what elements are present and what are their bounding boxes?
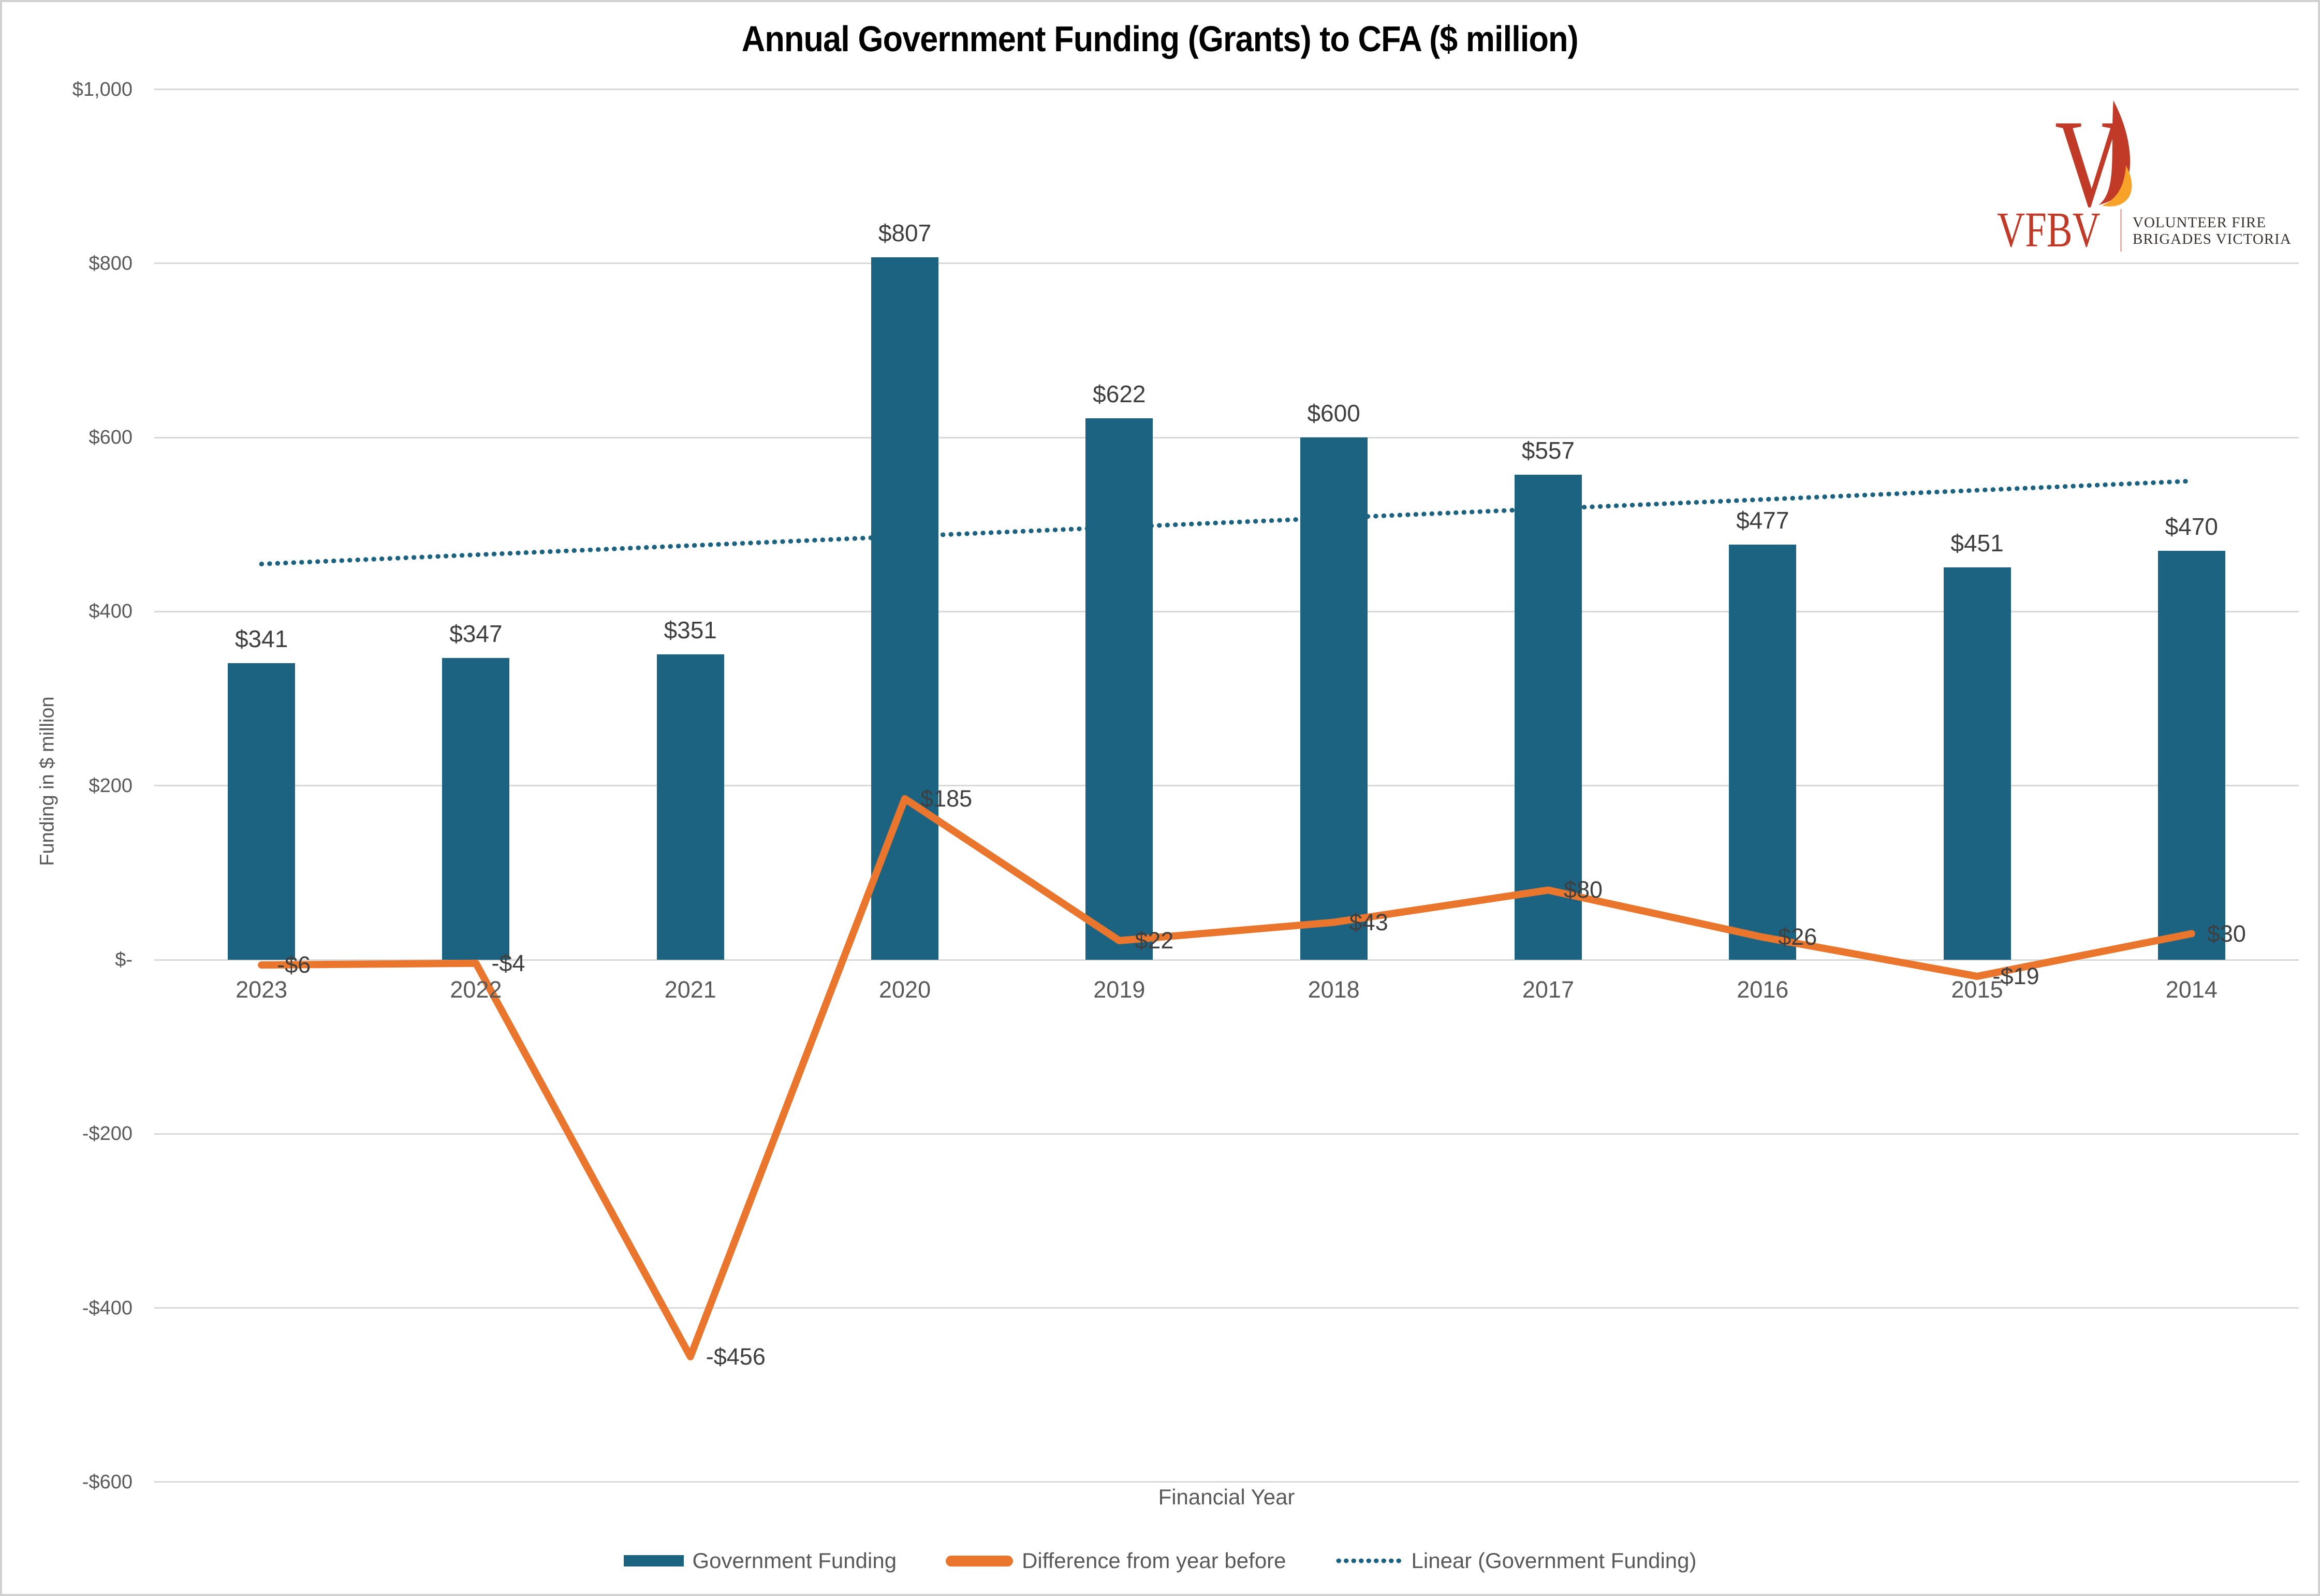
logo-acronym: VFBV [1997, 202, 2101, 257]
bar-value-label: $477 [1736, 506, 1789, 534]
chart-title-text: Annual Government Funding (Grants) to CF… [742, 19, 1579, 59]
funding-bar [442, 657, 510, 960]
chart-title: Annual Government Funding (Grants) to CF… [2, 16, 2318, 62]
legend-dotted-swatch [1336, 1558, 1402, 1563]
bar-value-label: $622 [1093, 380, 1146, 408]
legend-item-trendline: Linear (Government Funding) [1335, 1548, 1697, 1573]
difference-value-label: -$6 [277, 951, 311, 978]
funding-bar [1943, 567, 2011, 960]
bar-value-label: $451 [1950, 529, 2004, 557]
gridline [154, 959, 2299, 961]
y-tick-label: $600 [89, 427, 133, 449]
x-tick-label: 2017 [1522, 976, 1574, 1003]
bar-value-label: $351 [664, 616, 717, 643]
funding-bar [656, 654, 724, 960]
funding-bar [1514, 475, 1582, 960]
gridline [154, 1307, 2299, 1309]
x-tick-label: 2018 [1308, 976, 1360, 1003]
bar-value-label: $807 [878, 219, 932, 247]
y-tick-label: $1,000 [72, 78, 133, 100]
legend-label: Difference from year before [1022, 1548, 1286, 1573]
logo-flame-red [2098, 100, 2131, 205]
bar-value-label: $470 [2165, 513, 2219, 540]
x-tick-label: 2016 [1737, 976, 1789, 1003]
difference-value-label: -$456 [706, 1343, 766, 1370]
gridline [154, 1133, 2299, 1135]
difference-line [258, 795, 2195, 1360]
gridline [154, 436, 2299, 438]
bar-value-label: $557 [1521, 437, 1575, 464]
legend-line-swatch [946, 1555, 1014, 1566]
y-tick-label: $400 [89, 601, 133, 623]
difference-value-label: $30 [2207, 920, 2246, 947]
legend-item-bar: Government Funding [623, 1548, 897, 1573]
logo-name: VOLUNTEER FIRE BRIGADES VICTORIA [2133, 214, 2292, 247]
x-tick-label: 2015 [1951, 976, 2003, 1003]
y-tick-label: -$400 [82, 1297, 133, 1319]
trendline [259, 478, 2194, 566]
difference-value-label: $26 [1778, 924, 1817, 950]
x-tick-label: 2021 [664, 976, 716, 1003]
difference-value-label: $185 [920, 785, 973, 812]
x-tick-label: 2022 [450, 976, 502, 1003]
bar-value-label: $600 [1307, 400, 1360, 427]
x-tick-label: 2020 [878, 976, 931, 1003]
y-tick-label: -$600 [82, 1471, 133, 1493]
legend-bar-swatch [623, 1555, 684, 1566]
gridline [154, 89, 2299, 90]
funding-bar [228, 663, 296, 960]
gridline [154, 610, 2299, 612]
gridline [154, 1481, 2299, 1483]
legend-item-line: Difference from year before [946, 1548, 1286, 1573]
x-tick-label: 2023 [236, 976, 288, 1003]
logo-divider [2120, 209, 2122, 252]
difference-value-label: -$4 [491, 949, 525, 976]
bar-value-label: $341 [234, 625, 288, 652]
vfbv-flame-icon: V [2055, 97, 2132, 208]
difference-value-label: $80 [1563, 876, 1603, 903]
y-tick-label: $800 [89, 252, 133, 274]
vfbv-logo: V VFBV VOLUNTEER FIRE BRIGADES VICTORIA [1995, 95, 2291, 261]
logo-flame-amber [2102, 165, 2132, 207]
y-tick-label: -$200 [82, 1123, 133, 1145]
bar-value-label: $347 [449, 620, 503, 647]
funding-bar [1729, 544, 1797, 960]
x-tick-label: 2019 [1093, 976, 1146, 1003]
y-tick-label: $- [115, 949, 133, 971]
legend-label: Linear (Government Funding) [1411, 1548, 1697, 1573]
funding-bar [871, 257, 939, 960]
funding-bar [2157, 550, 2225, 960]
difference-value-label: -$19 [1992, 962, 2039, 989]
legend: Government Funding Difference from year b… [2, 1544, 2318, 1578]
gridline [154, 785, 2299, 787]
difference-value-label: $43 [1349, 909, 1388, 935]
logo-name-line2: BRIGADES VICTORIA [2133, 231, 2292, 247]
legend-label: Government Funding [692, 1548, 897, 1573]
funding-bar [1300, 437, 1368, 960]
logo-name-line1: VOLUNTEER FIRE [2133, 214, 2267, 231]
y-tick-label: $200 [89, 774, 133, 797]
gridline [154, 262, 2299, 265]
x-tick-label: 2014 [2165, 976, 2218, 1003]
x-axis-title: Financial Year [1158, 1485, 1295, 1509]
funding-bar [1085, 418, 1153, 960]
difference-value-label: $22 [1135, 927, 1174, 954]
